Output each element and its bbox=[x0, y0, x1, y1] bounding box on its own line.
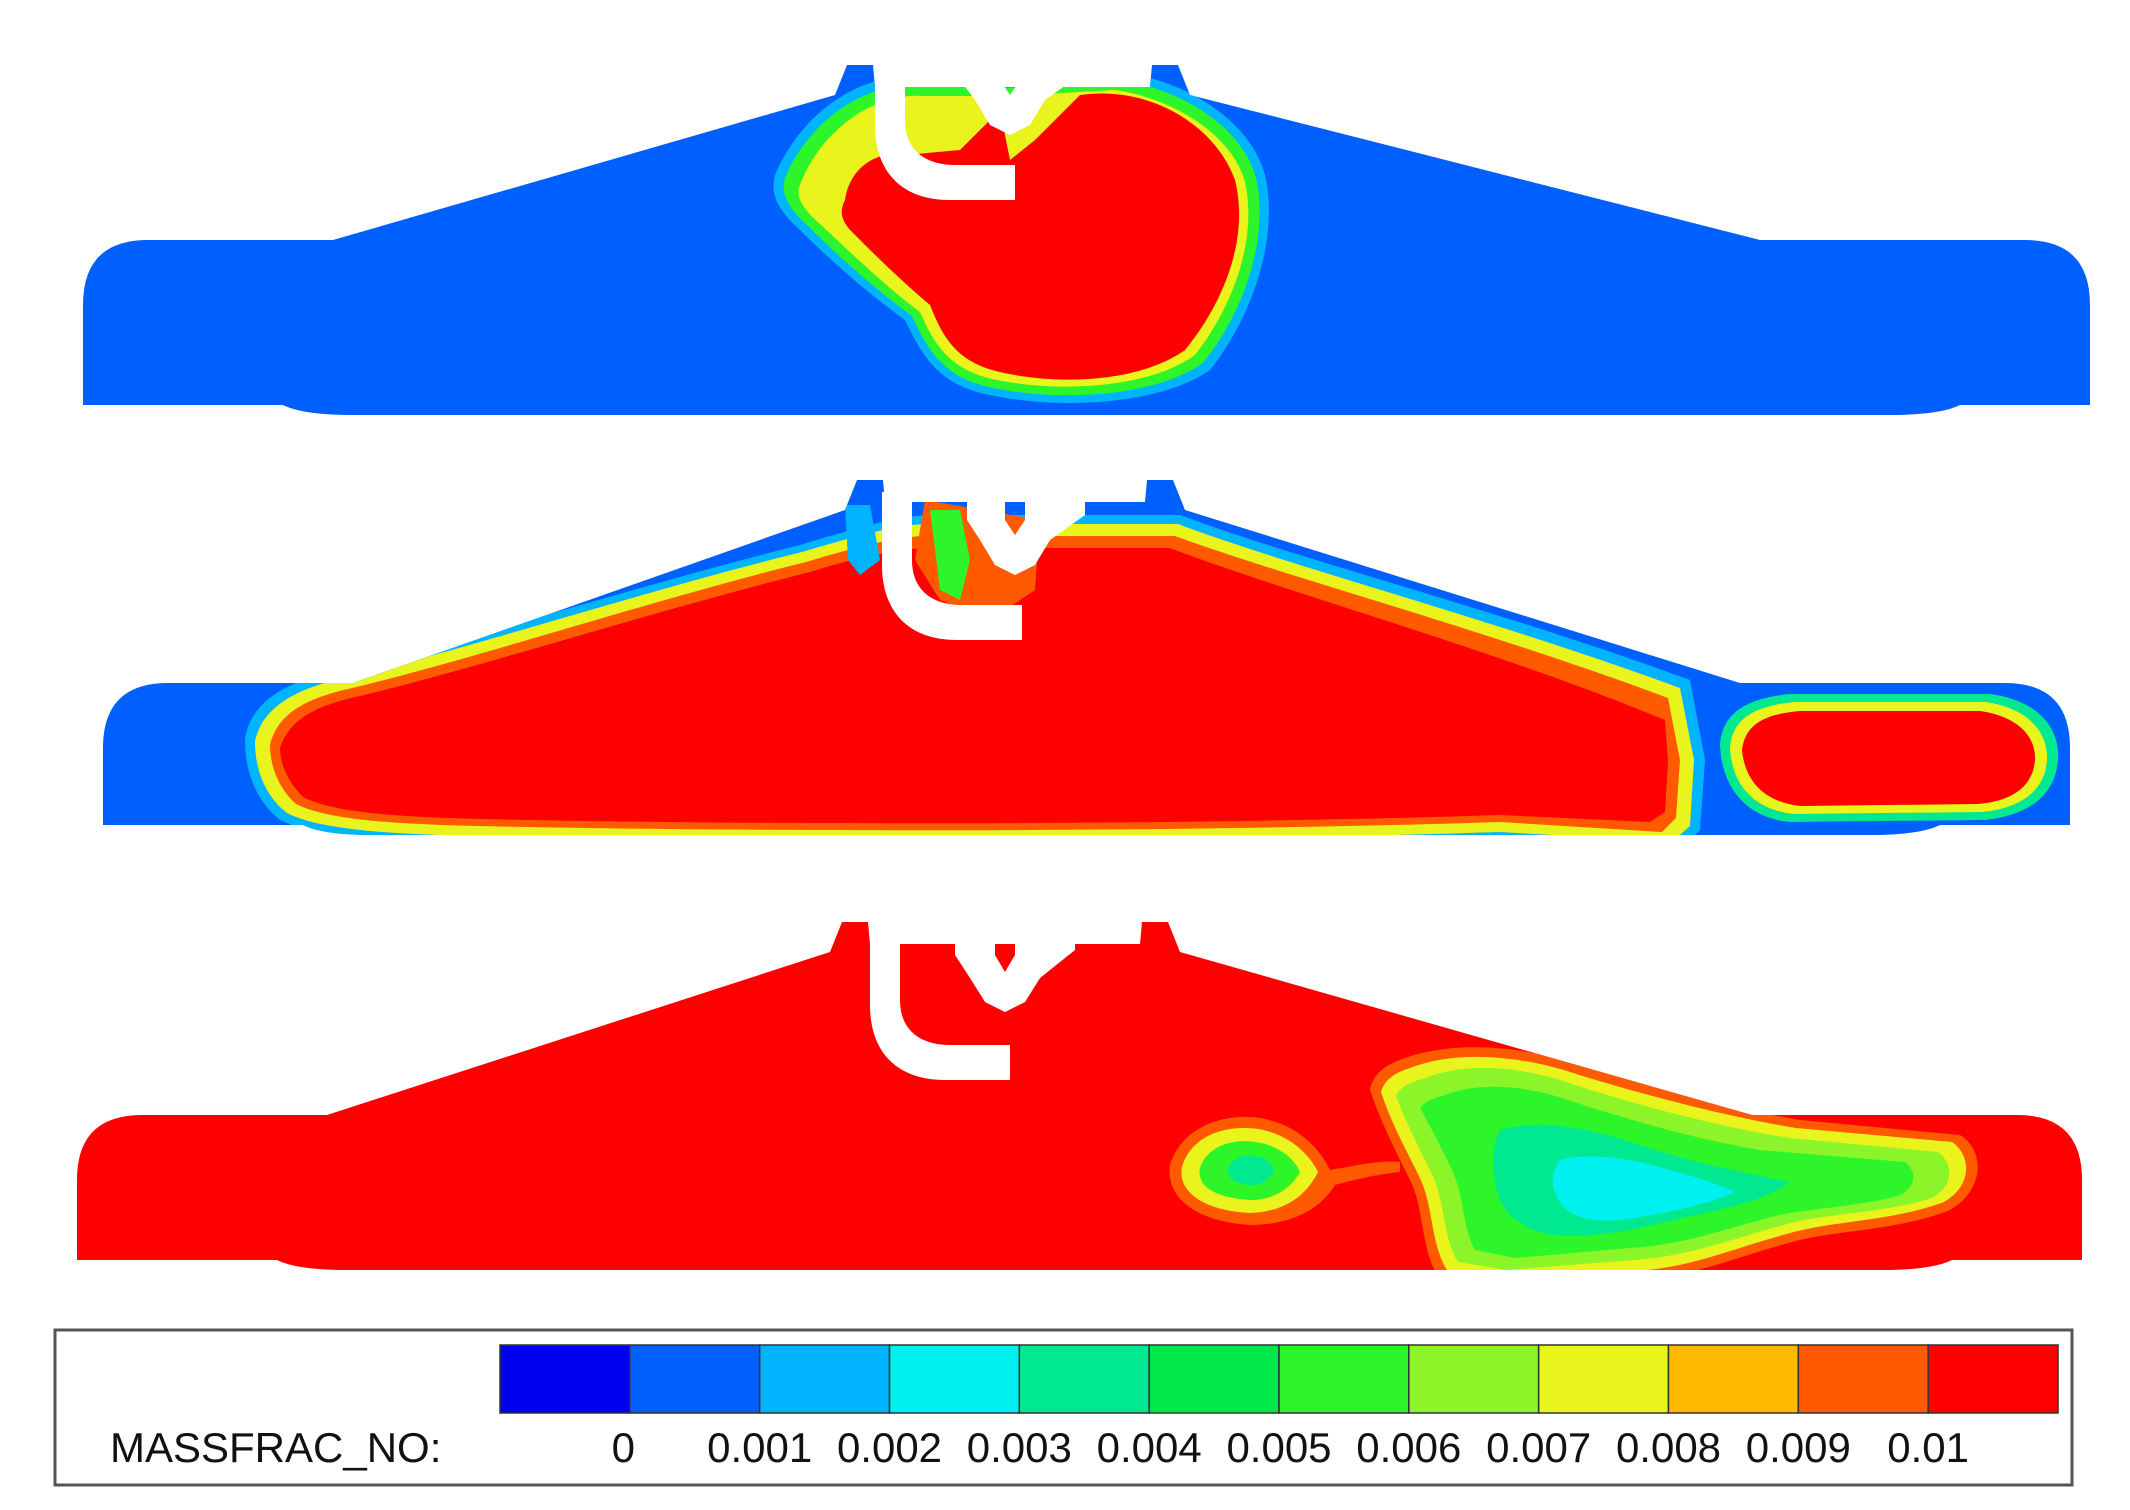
colorbar-swatch bbox=[1408, 1344, 1540, 1414]
colorbar-swatch bbox=[1278, 1344, 1410, 1414]
colorbar-tick-label: 0.01 bbox=[1887, 1424, 1969, 1471]
injector-cutout-top bbox=[875, 52, 1080, 200]
colorbar-tick-label: 0.008 bbox=[1616, 1424, 1721, 1471]
colorbar-tick-label: 0.005 bbox=[1226, 1424, 1331, 1471]
colorbar-legend: MASSFRAC_NO: 0 0.001 0.002 0.003 0.004 0.005 0… bbox=[53, 1328, 2074, 1487]
colorbar-tick-label: 0.001 bbox=[707, 1424, 812, 1471]
legend-label: MASSFRAC_NO: bbox=[110, 1424, 441, 1471]
colorbar-swatch bbox=[888, 1344, 1021, 1414]
colorbar-swatch bbox=[499, 1344, 631, 1414]
injector-cutout-bottom bbox=[870, 928, 1075, 1080]
colorbar-tick-label: 0.003 bbox=[967, 1424, 1072, 1471]
colorbar-swatch bbox=[629, 1344, 761, 1414]
contour-panel-top bbox=[83, 52, 2090, 415]
contour-panel-bottom bbox=[77, 922, 2082, 1270]
colorbar-tick-label: 0.007 bbox=[1486, 1424, 1591, 1471]
colorbar-tick-label: 0.002 bbox=[837, 1424, 942, 1471]
colorbar-swatch bbox=[1797, 1344, 1929, 1414]
red-plume-middle bbox=[245, 500, 2059, 835]
colorbar-ticks: 0 0.001 0.002 0.003 0.004 0.005 0.006 0.007 0.00… bbox=[612, 1424, 1969, 1471]
colorbar-tick-label: 0 bbox=[612, 1424, 635, 1471]
colorbar bbox=[499, 1344, 2059, 1414]
colorbar-swatch bbox=[1148, 1344, 1280, 1414]
injector-cutout-middle bbox=[882, 492, 1085, 640]
colorbar-tick-label: 0.006 bbox=[1356, 1424, 1461, 1471]
colorbar-tick-label: 0.004 bbox=[1097, 1424, 1202, 1471]
contour-panel-middle bbox=[103, 480, 2070, 835]
colorbar-tick-label: 0.009 bbox=[1746, 1424, 1851, 1471]
colorbar-swatch bbox=[1018, 1344, 1150, 1414]
lean-pocket-bottom bbox=[1169, 1047, 1978, 1270]
colorbar-swatch bbox=[1667, 1344, 1800, 1414]
colorbar-swatch bbox=[758, 1344, 891, 1414]
colorbar-swatch bbox=[1537, 1344, 1670, 1414]
colorbar-swatch bbox=[1927, 1344, 2059, 1414]
